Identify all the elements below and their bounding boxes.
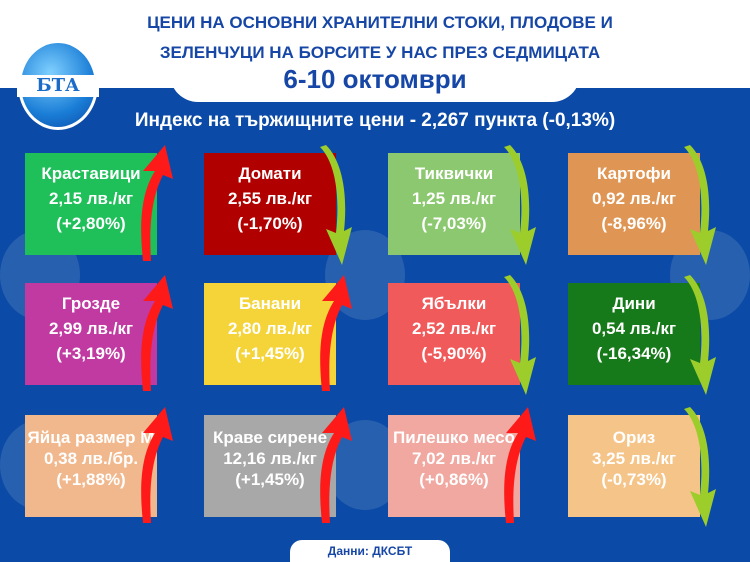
arrow-down-icon <box>684 145 716 265</box>
card-change: (-0,73%) <box>601 470 667 489</box>
market-index: Индекс на тържищните цени - 2,267 пункта… <box>134 110 616 131</box>
arrow-down-icon <box>504 275 536 395</box>
card-name: Ориз <box>612 428 656 447</box>
card-name: Картофи <box>596 164 671 183</box>
card-price: 12,16 лв./кг <box>223 449 317 468</box>
bta-logo: БТА <box>17 40 99 130</box>
source-label: Данни: ДКСБТ <box>290 540 450 562</box>
arrow-up-icon <box>320 407 352 523</box>
price-card: Ориз 3,25 лв./кг (-0,73%) <box>568 415 700 517</box>
card-price: 2,99 лв./кг <box>48 319 134 338</box>
price-card: Ябълки 2,52 лв./кг (-5,90%) <box>388 283 520 385</box>
price-card: Банани 2,80 лв./кг (+1,45%) <box>204 283 336 385</box>
price-card: Тиквички 1,25 лв./кг (-7,03%) <box>388 153 520 255</box>
price-card: Пилешко месо 7,02 лв./кг (+0,86%) <box>388 415 520 517</box>
card-name: Пилешко месо <box>393 428 515 447</box>
card-change: (-7,03%) <box>421 214 487 233</box>
date-tab <box>170 60 580 102</box>
card-name: Тиквички <box>414 164 494 183</box>
arrow-up-icon <box>320 275 352 391</box>
card-name: Краставици <box>41 164 141 183</box>
card-change: (-5,90%) <box>421 344 487 363</box>
card-change: (+1,45%) <box>235 344 305 363</box>
price-card: Дини 0,54 лв./кг (-16,34%) <box>568 283 700 385</box>
card-price: 3,25 лв./кг <box>591 449 677 468</box>
arrow-up-icon <box>141 407 173 523</box>
card-price: 2,80 лв./кг <box>227 319 313 338</box>
price-card: Яйца размер М 0,38 лв./бр. (+1,88%) <box>25 415 157 517</box>
card-change: (+2,80%) <box>56 214 126 233</box>
card-price: 7,02 лв./кг <box>411 449 497 468</box>
card-change: (-1,70%) <box>237 214 303 233</box>
title-line-1: ЦЕНИ НА ОСНОВНИ ХРАНИТЕЛНИ СТОКИ, ПЛОДОВ… <box>147 13 613 32</box>
card-price: 2,52 лв./кг <box>411 319 497 338</box>
card-name: Домати <box>238 164 302 183</box>
date-range: 6-10 октомври <box>283 64 467 94</box>
card-price: 0,38 лв./бр. <box>43 449 139 468</box>
card-price: 0,92 лв./кг <box>591 189 677 208</box>
card-name: Банани <box>238 294 302 313</box>
card-name: Краве сирене <box>212 428 328 447</box>
card-name: Дини <box>612 294 656 313</box>
price-card: Домати 2,55 лв./кг (-1,70%) <box>204 153 336 255</box>
arrow-up-icon <box>141 145 173 261</box>
logo-text: БТА <box>17 75 99 97</box>
card-change: (+1,88%) <box>56 470 126 489</box>
arrow-down-icon <box>684 275 716 395</box>
card-name: Яйца размер М <box>27 428 155 447</box>
arrow-up-icon <box>141 275 173 391</box>
card-name: Ябълки <box>421 294 487 313</box>
card-change: (-16,34%) <box>596 344 672 363</box>
card-price: 2,55 лв./кг <box>227 189 313 208</box>
card-name: Грозде <box>61 294 121 313</box>
arrow-down-icon <box>504 145 536 265</box>
card-change: (+0,86%) <box>419 470 489 489</box>
price-card: Краве сирене 12,16 лв./кг (+1,45%) <box>204 415 336 517</box>
card-change: (+1,45%) <box>235 470 305 489</box>
card-price: 0,54 лв./кг <box>591 319 677 338</box>
title-line-2: ЗЕЛЕНЧУЦИ НА БОРСИТЕ У НАС ПРЕЗ СЕДМИЦАТ… <box>159 43 601 62</box>
card-change: (-8,96%) <box>601 214 667 233</box>
price-card: Краставици 2,15 лв./кг (+2,80%) <box>25 153 157 255</box>
card-price: 1,25 лв./кг <box>411 189 497 208</box>
price-card: Картофи 0,92 лв./кг (-8,96%) <box>568 153 700 255</box>
arrow-up-icon <box>504 407 536 523</box>
arrow-down-icon <box>320 145 352 265</box>
price-card: Грозде 2,99 лв./кг (+3,19%) <box>25 283 157 385</box>
card-change: (+3,19%) <box>56 344 126 363</box>
card-price: 2,15 лв./кг <box>48 189 134 208</box>
arrow-down-icon <box>684 407 716 527</box>
